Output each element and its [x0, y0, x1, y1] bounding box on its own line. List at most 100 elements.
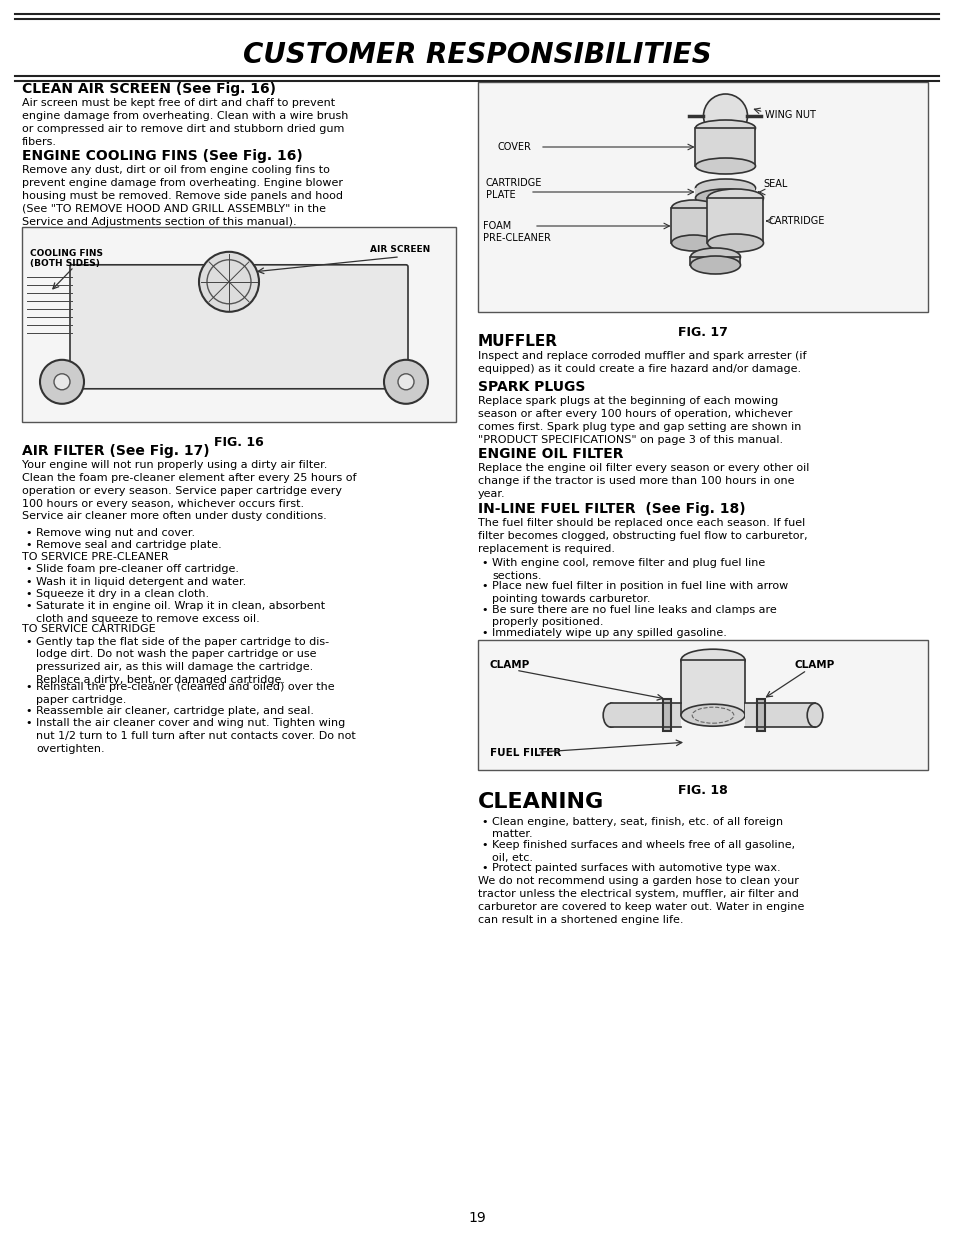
Ellipse shape [695, 157, 755, 174]
Ellipse shape [671, 200, 715, 216]
Text: •: • [480, 817, 487, 827]
Bar [744, 703, 814, 727]
Text: Squeeze it dry in a clean cloth.: Squeeze it dry in a clean cloth. [36, 589, 209, 599]
Text: Saturate it in engine oil. Wrap it in clean, absorbent
cloth and squeeze to remo: Saturate it in engine oil. Wrap it in cl… [36, 601, 325, 624]
Ellipse shape [695, 188, 755, 207]
Bar [695, 128, 755, 166]
Ellipse shape [806, 703, 821, 727]
Ellipse shape [690, 255, 740, 274]
Text: Slide foam pre-cleaner off cartridge.: Slide foam pre-cleaner off cartridge. [36, 564, 239, 574]
Text: TO SERVICE PRE-CLEANER: TO SERVICE PRE-CLEANER [22, 552, 169, 562]
Text: FOAM
PRE-CLEANER: FOAM PRE-CLEANER [482, 221, 550, 243]
Text: Gently tap the flat side of the paper cartridge to dis-
lodge dirt. Do not wash : Gently tap the flat side of the paper ca… [36, 636, 329, 684]
Bar [671, 208, 715, 243]
Text: FIG. 18: FIG. 18 [678, 784, 727, 797]
Ellipse shape [671, 236, 715, 250]
Text: TO SERVICE CARTRIDGE: TO SERVICE CARTRIDGE [22, 625, 155, 635]
Text: Remove wing nut and cover.: Remove wing nut and cover. [36, 528, 195, 538]
Text: ENGINE OIL FILTER: ENGINE OIL FILTER [477, 446, 623, 460]
Bar [757, 699, 764, 732]
Text: COOLING FINS
(BOTH SIDES): COOLING FINS (BOTH SIDES) [30, 249, 103, 268]
Text: •: • [480, 558, 487, 568]
Text: Keep finished surfaces and wheels free of all gasoline,
oil, etc.: Keep finished surfaces and wheels free o… [492, 839, 794, 863]
Ellipse shape [707, 234, 762, 252]
Text: •: • [25, 706, 31, 715]
Text: •: • [25, 577, 31, 587]
Text: CLEANING: CLEANING [477, 792, 603, 812]
Ellipse shape [690, 248, 740, 267]
Text: We do not recommend using a garden hose to clean your
tractor unless the electri: We do not recommend using a garden hose … [477, 875, 803, 925]
Text: •: • [25, 601, 31, 611]
Bar [477, 82, 927, 312]
Text: FIG. 16: FIG. 16 [213, 435, 264, 449]
Text: CUSTOMER RESPONSIBILITIES: CUSTOMER RESPONSIBILITIES [242, 41, 711, 69]
Ellipse shape [602, 703, 618, 727]
Text: CARTRIDGE: CARTRIDGE [768, 216, 824, 226]
Text: Reinstall the pre-cleaner (cleaned and oiled) over the
paper cartridge.: Reinstall the pre-cleaner (cleaned and o… [36, 682, 335, 706]
Ellipse shape [695, 120, 755, 136]
Text: FUEL FILTER: FUEL FILTER [490, 748, 560, 758]
Text: CARTRIDGE
PLATE: CARTRIDGE PLATE [485, 179, 542, 200]
Text: •: • [25, 589, 31, 599]
Bar [690, 257, 740, 265]
Text: COVER: COVER [497, 143, 532, 153]
Text: Air screen must be kept free of dirt and chaff to prevent
engine damage from ove: Air screen must be kept free of dirt and… [22, 98, 348, 148]
Text: WING NUT: WING NUT [764, 110, 816, 120]
Text: Be sure there are no fuel line leaks and clamps are
properly positioned.: Be sure there are no fuel line leaks and… [492, 605, 776, 627]
Bar [707, 198, 762, 243]
Bar [680, 660, 744, 715]
Text: FIG. 17: FIG. 17 [678, 326, 727, 339]
Text: The fuel filter should be replaced once each season. If fuel
filter becomes clog: The fuel filter should be replaced once … [477, 518, 807, 554]
Text: •: • [25, 718, 31, 728]
Bar [662, 699, 670, 732]
Text: SPARK PLUGS: SPARK PLUGS [477, 379, 585, 394]
Ellipse shape [680, 650, 744, 671]
Ellipse shape [680, 704, 744, 727]
Text: Service air cleaner more often under dusty conditions.: Service air cleaner more often under dus… [22, 511, 327, 521]
Text: IN-LINE FUEL FILTER  (See Fig. 18): IN-LINE FUEL FILTER (See Fig. 18) [477, 502, 745, 516]
Bar [610, 703, 680, 727]
Text: CLAMP: CLAMP [490, 660, 530, 670]
Text: MUFFLER: MUFFLER [477, 334, 558, 348]
Text: AIR SCREEN: AIR SCREEN [370, 244, 430, 254]
Text: Remove seal and cartridge plate.: Remove seal and cartridge plate. [36, 539, 221, 551]
Text: •: • [25, 564, 31, 574]
Text: With engine cool, remove filter and plug fuel line
sections.: With engine cool, remove filter and plug… [492, 558, 764, 580]
Text: Immediately wipe up any spilled gasoline.: Immediately wipe up any spilled gasoline… [492, 627, 726, 639]
Text: Reassemble air cleaner, cartridge plate, and seal.: Reassemble air cleaner, cartridge plate,… [36, 706, 314, 715]
Text: Your engine will not run properly using a dirty air filter.
Clean the foam pre-c: Your engine will not run properly using … [22, 460, 356, 508]
Text: Remove any dust, dirt or oil from engine cooling fins to
prevent engine damage f: Remove any dust, dirt or oil from engine… [22, 165, 343, 227]
Circle shape [384, 360, 428, 404]
Bar [695, 188, 755, 198]
Text: 19: 19 [468, 1211, 485, 1225]
Ellipse shape [707, 188, 762, 207]
Text: Replace the engine oil filter every season or every other oil
change if the trac: Replace the engine oil filter every seas… [477, 463, 808, 498]
Circle shape [397, 373, 414, 389]
Text: AIR FILTER (See Fig. 17): AIR FILTER (See Fig. 17) [22, 444, 210, 458]
Bar [477, 640, 927, 770]
Text: Install the air cleaner cover and wing nut. Tighten wing
nut 1/2 turn to 1 full : Install the air cleaner cover and wing n… [36, 718, 355, 754]
Text: •: • [480, 627, 487, 639]
Text: •: • [480, 863, 487, 873]
Text: •: • [25, 528, 31, 538]
Circle shape [40, 360, 84, 404]
Text: Replace spark plugs at the beginning of each mowing
season or after every 100 ho: Replace spark plugs at the beginning of … [477, 396, 801, 445]
Text: •: • [480, 582, 487, 591]
Circle shape [702, 94, 747, 138]
Text: •: • [480, 605, 487, 615]
Ellipse shape [695, 179, 755, 197]
Text: Protect painted surfaces with automotive type wax.: Protect painted surfaces with automotive… [492, 863, 780, 873]
Circle shape [199, 252, 258, 311]
Text: Clean engine, battery, seat, finish, etc. of all foreign
matter.: Clean engine, battery, seat, finish, etc… [492, 817, 782, 839]
Text: Inspect and replace corroded muffler and spark arrester (if
equipped) as it coul: Inspect and replace corroded muffler and… [477, 351, 805, 374]
Text: CLEAN AIR SCREEN (See Fig. 16): CLEAN AIR SCREEN (See Fig. 16) [22, 82, 275, 95]
Text: CLAMP: CLAMP [794, 660, 835, 670]
Text: •: • [25, 539, 31, 551]
Text: •: • [25, 636, 31, 646]
Text: •: • [480, 839, 487, 849]
Text: SEAL: SEAL [762, 179, 787, 188]
Bar [22, 227, 456, 422]
Circle shape [54, 373, 70, 389]
Text: ENGINE COOLING FINS (See Fig. 16): ENGINE COOLING FINS (See Fig. 16) [22, 149, 302, 162]
Text: Place new fuel filter in position in fuel line with arrow
pointing towards carbu: Place new fuel filter in position in fue… [492, 582, 787, 604]
